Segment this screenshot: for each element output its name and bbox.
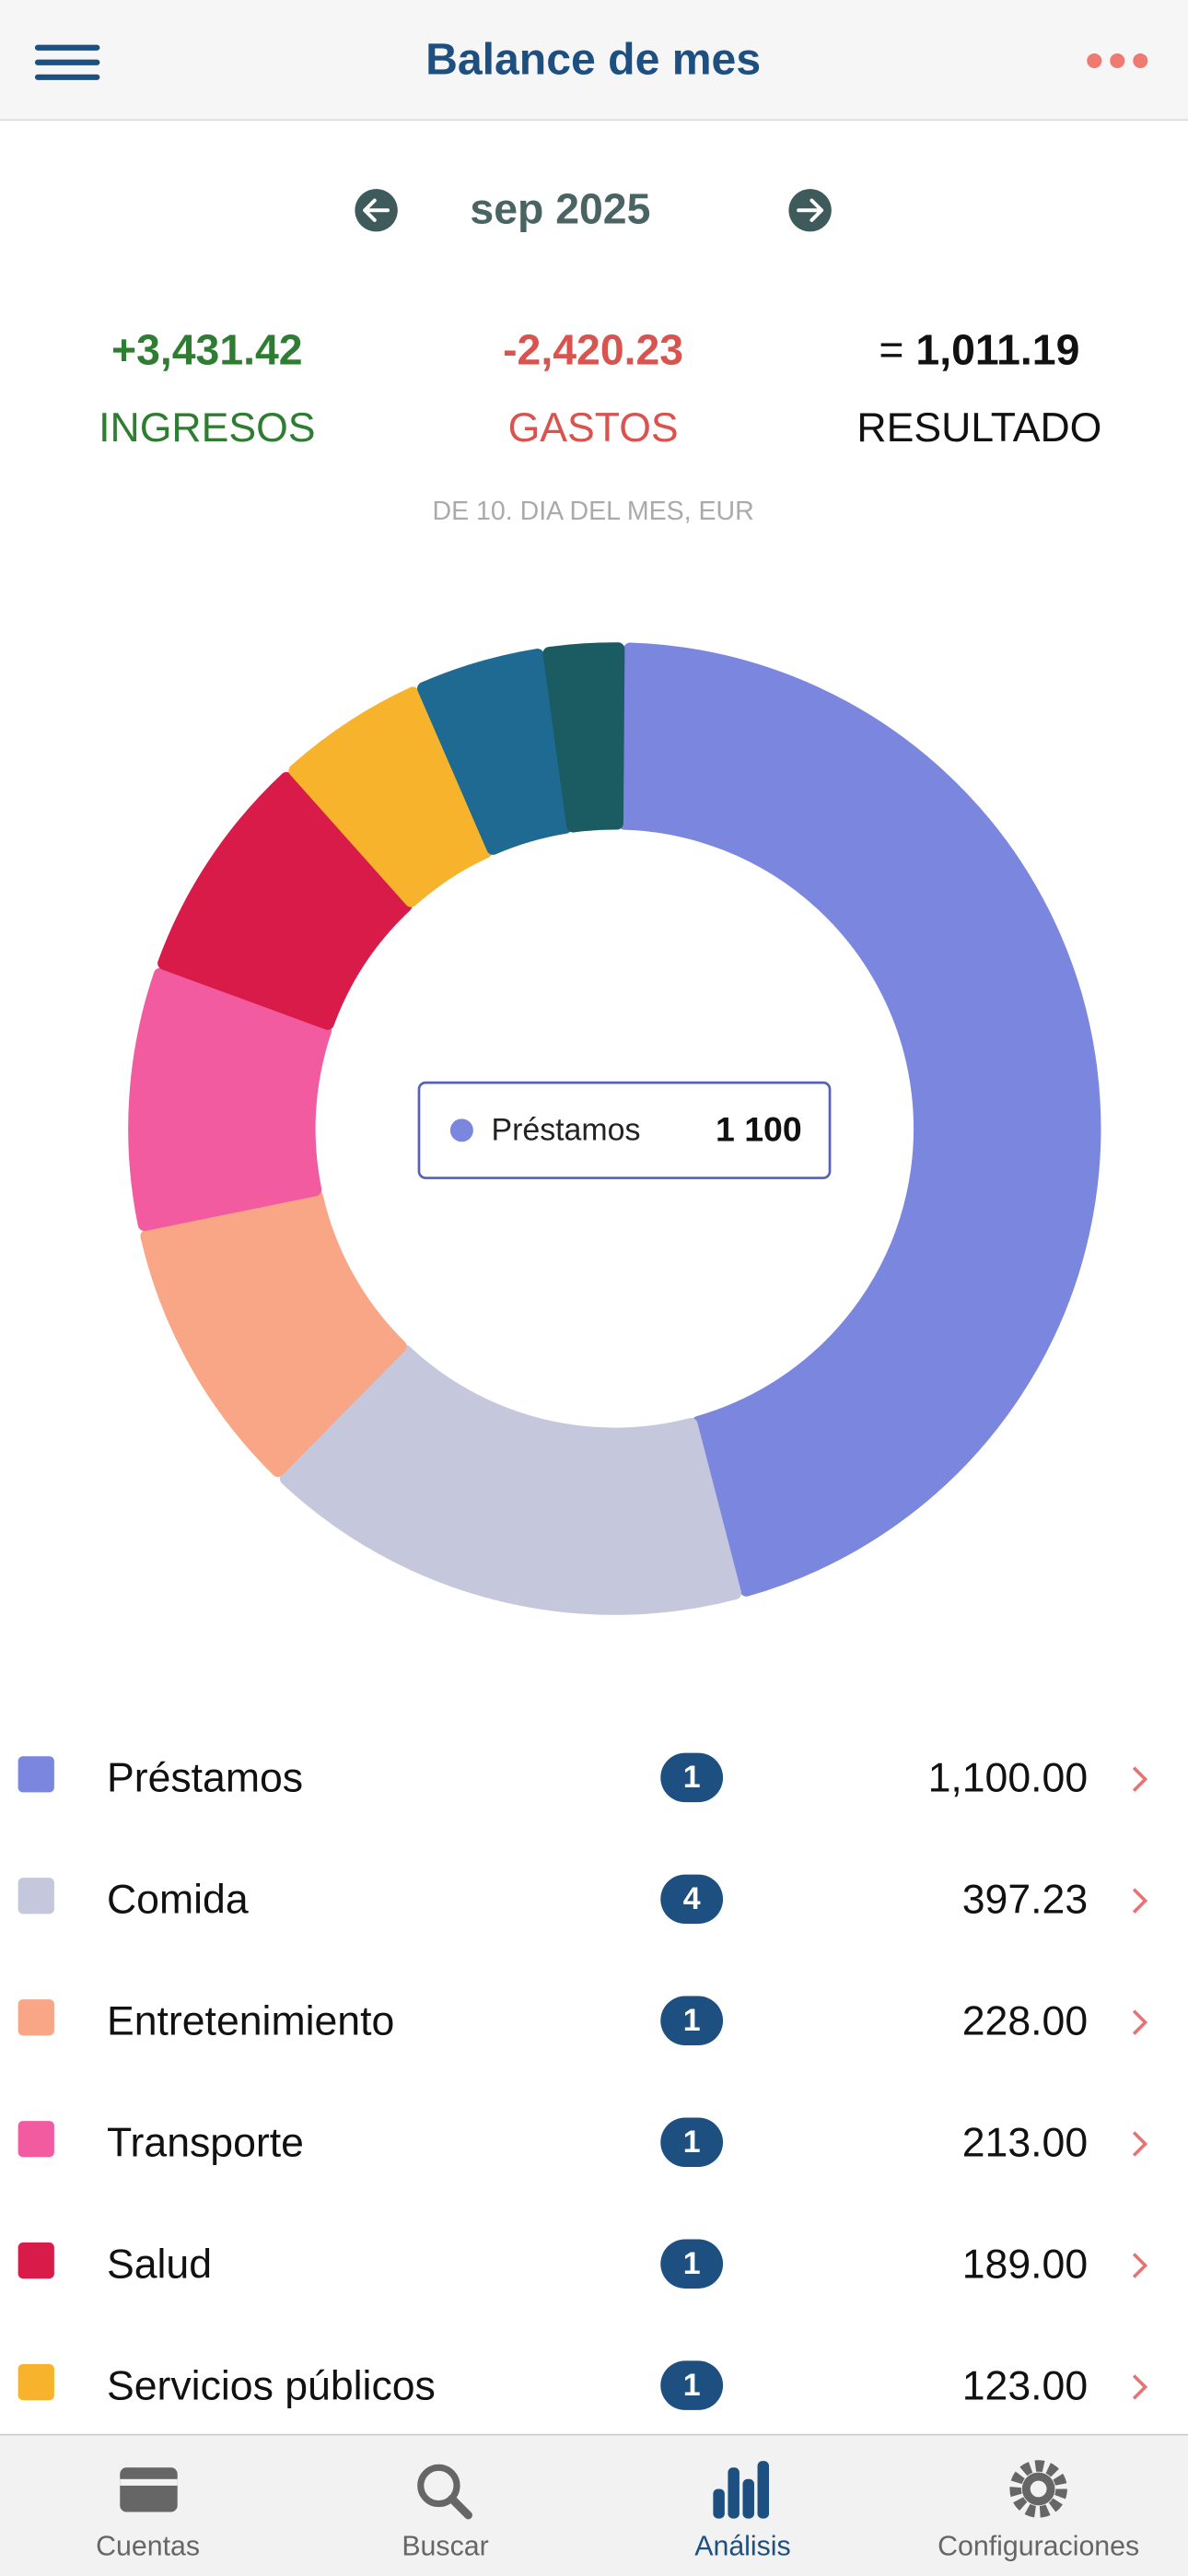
- count-badge: [660, 2117, 724, 2167]
- tab[interactable]: Configuraciones: [938, 2460, 1139, 2562]
- category-name: Transporte: [107, 2121, 304, 2166]
- tab-icon: [1009, 2460, 1067, 2518]
- category-row[interactable]: Transporte 1 213.00: [17, 2117, 1148, 2167]
- chevron: [1132, 2009, 1148, 2035]
- tab[interactable]: Buscar: [402, 2464, 489, 2562]
- count-badge: [660, 1874, 724, 1925]
- next-month[interactable]: [788, 189, 832, 232]
- category-name: Préstamos: [107, 1756, 303, 1801]
- app-bar: [0, 0, 1188, 121]
- period-note: DE 10. DIA DEL MES, EUR: [432, 497, 753, 526]
- tab-icon-detail: [120, 2478, 178, 2486]
- tooltip: Préstamos 1 100: [417, 1081, 832, 1179]
- count-text: 1: [683, 2246, 701, 2281]
- count-text: 1: [683, 2125, 701, 2160]
- income-value: +3,431.42: [111, 326, 303, 374]
- tab-icon: [728, 2467, 740, 2519]
- expenses-label: GASTOS: [508, 405, 679, 451]
- tab-icon: [713, 2488, 725, 2519]
- category-row[interactable]: Préstamos 1 1,100.00: [17, 1752, 1148, 1803]
- chevron: [1132, 2131, 1148, 2157]
- category-swatch: [17, 2242, 54, 2279]
- more-button[interactable]: [1087, 53, 1148, 69]
- tab-label: Buscar: [402, 2532, 488, 2562]
- category-amount: 228.00: [962, 1999, 1088, 2044]
- donut-slice[interactable]: [279, 1344, 742, 1615]
- chevron: [1132, 2253, 1148, 2278]
- category-amount: 397.23: [962, 1878, 1088, 1923]
- donut-slice[interactable]: [542, 642, 625, 833]
- category-name: Servicios públicos: [107, 2364, 436, 2409]
- count-badge: [660, 1752, 724, 1803]
- count-badge: [660, 1996, 724, 2046]
- tab-label: Configuraciones: [938, 2532, 1139, 2562]
- tabs: Cuentas Buscar Análisis Configuraciones: [96, 2460, 1139, 2562]
- category-row[interactable]: Entretenimiento 1 228.00: [17, 1996, 1148, 2046]
- category-list: Préstamos 1 1,100.00 Comida 4 397.23 Entreteni…: [17, 1752, 1148, 2410]
- donut-slice[interactable]: [288, 686, 493, 907]
- donut-slice[interactable]: [617, 642, 1101, 1597]
- result-label: RESULTADO: [856, 405, 1101, 451]
- tab-icon: [757, 2461, 770, 2519]
- tab-label: Análisis: [694, 2532, 790, 2562]
- result-sign: =: [879, 326, 903, 374]
- month-label: sep 2025: [470, 184, 650, 232]
- category-row[interactable]: Comida 4 397.23: [17, 1874, 1148, 1925]
- tooltip-value: 1 100: [716, 1109, 802, 1148]
- category-amount: 1,100.00: [928, 1756, 1089, 1801]
- donut-slice[interactable]: [417, 648, 573, 855]
- donut-slice[interactable]: [157, 772, 413, 1030]
- menu-button[interactable]: [34, 44, 100, 80]
- tab-bar: [0, 2434, 1188, 2576]
- tab-icon: [120, 2467, 178, 2512]
- category-row[interactable]: Servicios públicos 1 123.00: [17, 2360, 1148, 2410]
- category-name: Salud: [107, 2242, 212, 2288]
- category-swatch: [17, 1756, 54, 1793]
- donut-slice[interactable]: [128, 967, 332, 1232]
- count-text: 1: [683, 1760, 701, 1795]
- chevron: [1132, 1766, 1148, 1792]
- category-amount: 123.00: [962, 2364, 1088, 2409]
- count-text: 4: [683, 1881, 701, 1916]
- tab[interactable]: Análisis: [694, 2461, 791, 2562]
- category-row[interactable]: Salud 1 189.00: [17, 2239, 1148, 2289]
- tooltip-name: Préstamos: [491, 1113, 640, 1148]
- category-swatch: [17, 1999, 54, 2036]
- tab[interactable]: Cuentas: [96, 2467, 200, 2562]
- donut-slice[interactable]: [140, 1190, 407, 1478]
- tab-label: Cuentas: [96, 2532, 200, 2562]
- chevron: [1132, 2374, 1148, 2400]
- category-swatch: [17, 2121, 54, 2158]
- count-text: 1: [683, 2368, 701, 2403]
- count-badge: [660, 2239, 724, 2289]
- chevron: [1132, 1888, 1148, 1914]
- category-swatch: [17, 1878, 54, 1914]
- category-swatch: [17, 2363, 54, 2401]
- result-value: = 1,011.19: [879, 326, 1079, 374]
- tooltip-swatch: [449, 1118, 473, 1142]
- donut-chart: [128, 642, 1101, 1615]
- screen-title: Balance de mes: [425, 34, 761, 84]
- category-name: Entretenimiento: [107, 1999, 394, 2044]
- result-amount: 1,011.19: [915, 326, 1079, 374]
- tab-icon-detail: [448, 2494, 472, 2520]
- count-badge: [660, 2360, 724, 2410]
- category-name: Comida: [107, 1878, 249, 1923]
- tab-icon: [742, 2478, 754, 2519]
- expenses-value: -2,420.23: [503, 326, 683, 374]
- income-label: INGRESOS: [99, 405, 315, 451]
- tab-icon-hole: [1030, 2480, 1047, 2498]
- prev-month[interactable]: [355, 189, 398, 232]
- count-text: 1: [683, 2003, 701, 2038]
- category-amount: 213.00: [962, 2121, 1088, 2166]
- tab-icon: [417, 2464, 460, 2508]
- category-amount: 189.00: [962, 2242, 1088, 2288]
